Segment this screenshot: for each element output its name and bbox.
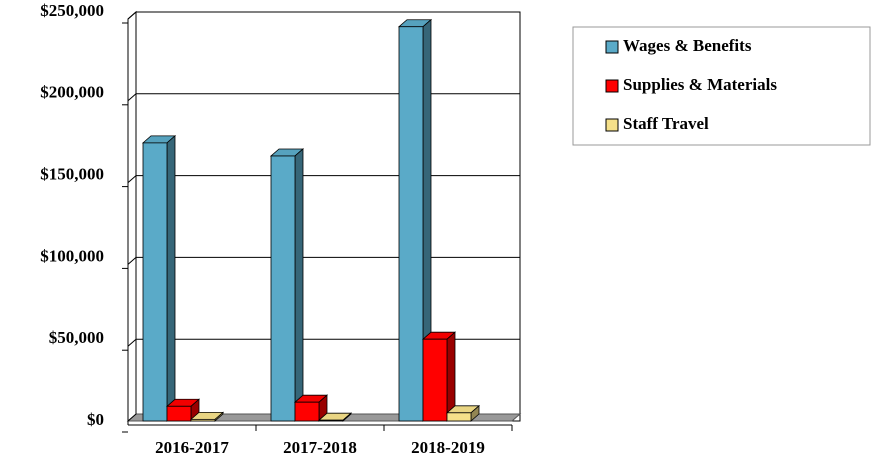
legend-swatch	[605, 79, 619, 93]
x-tick-label: 2016-2017	[155, 438, 229, 457]
bar	[446, 412, 472, 422]
grid-line	[127, 93, 520, 102]
bar	[142, 142, 168, 422]
back-wall	[135, 11, 521, 422]
side-wall	[127, 10, 137, 423]
bar	[294, 401, 320, 422]
grid-line	[127, 175, 520, 183]
x-tick-label: 2017-2018	[283, 438, 357, 457]
x-tick-label: 2018-2019	[411, 438, 485, 457]
y-tick-label: $250,000	[40, 1, 104, 20]
legend-swatch	[605, 40, 619, 54]
y-tick-label: $200,000	[40, 83, 104, 102]
y-tick-label: $0	[87, 410, 104, 429]
legend-box	[572, 26, 871, 146]
y-tick-label: $100,000	[40, 246, 104, 265]
grid-line	[127, 11, 520, 20]
legend-swatch	[605, 118, 619, 132]
grid-line	[127, 256, 520, 265]
legend-label: Supplies & Materials	[623, 75, 777, 94]
bar	[398, 26, 424, 422]
bar	[190, 418, 216, 422]
legend-label: Wages & Benefits	[623, 36, 752, 55]
bar	[270, 155, 296, 422]
legend-label: Staff Travel	[623, 114, 709, 133]
bar-side	[294, 148, 304, 422]
bar-side	[166, 134, 176, 422]
bar	[166, 405, 192, 422]
y-tick-label: $50,000	[49, 328, 104, 347]
y-tick-label: $150,000	[40, 165, 104, 184]
bar	[422, 338, 448, 422]
grid-line	[127, 338, 520, 347]
bar	[318, 419, 344, 422]
